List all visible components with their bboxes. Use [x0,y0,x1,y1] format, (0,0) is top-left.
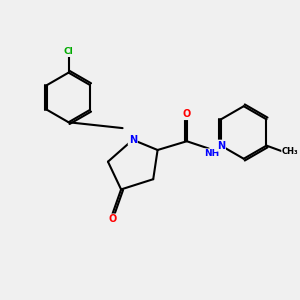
Text: CH₃: CH₃ [282,147,299,156]
Text: N: N [217,141,225,151]
Text: N: N [129,135,137,145]
Text: O: O [108,214,116,224]
Text: Cl: Cl [64,47,74,56]
Text: O: O [183,109,191,119]
Text: NH: NH [204,149,219,158]
